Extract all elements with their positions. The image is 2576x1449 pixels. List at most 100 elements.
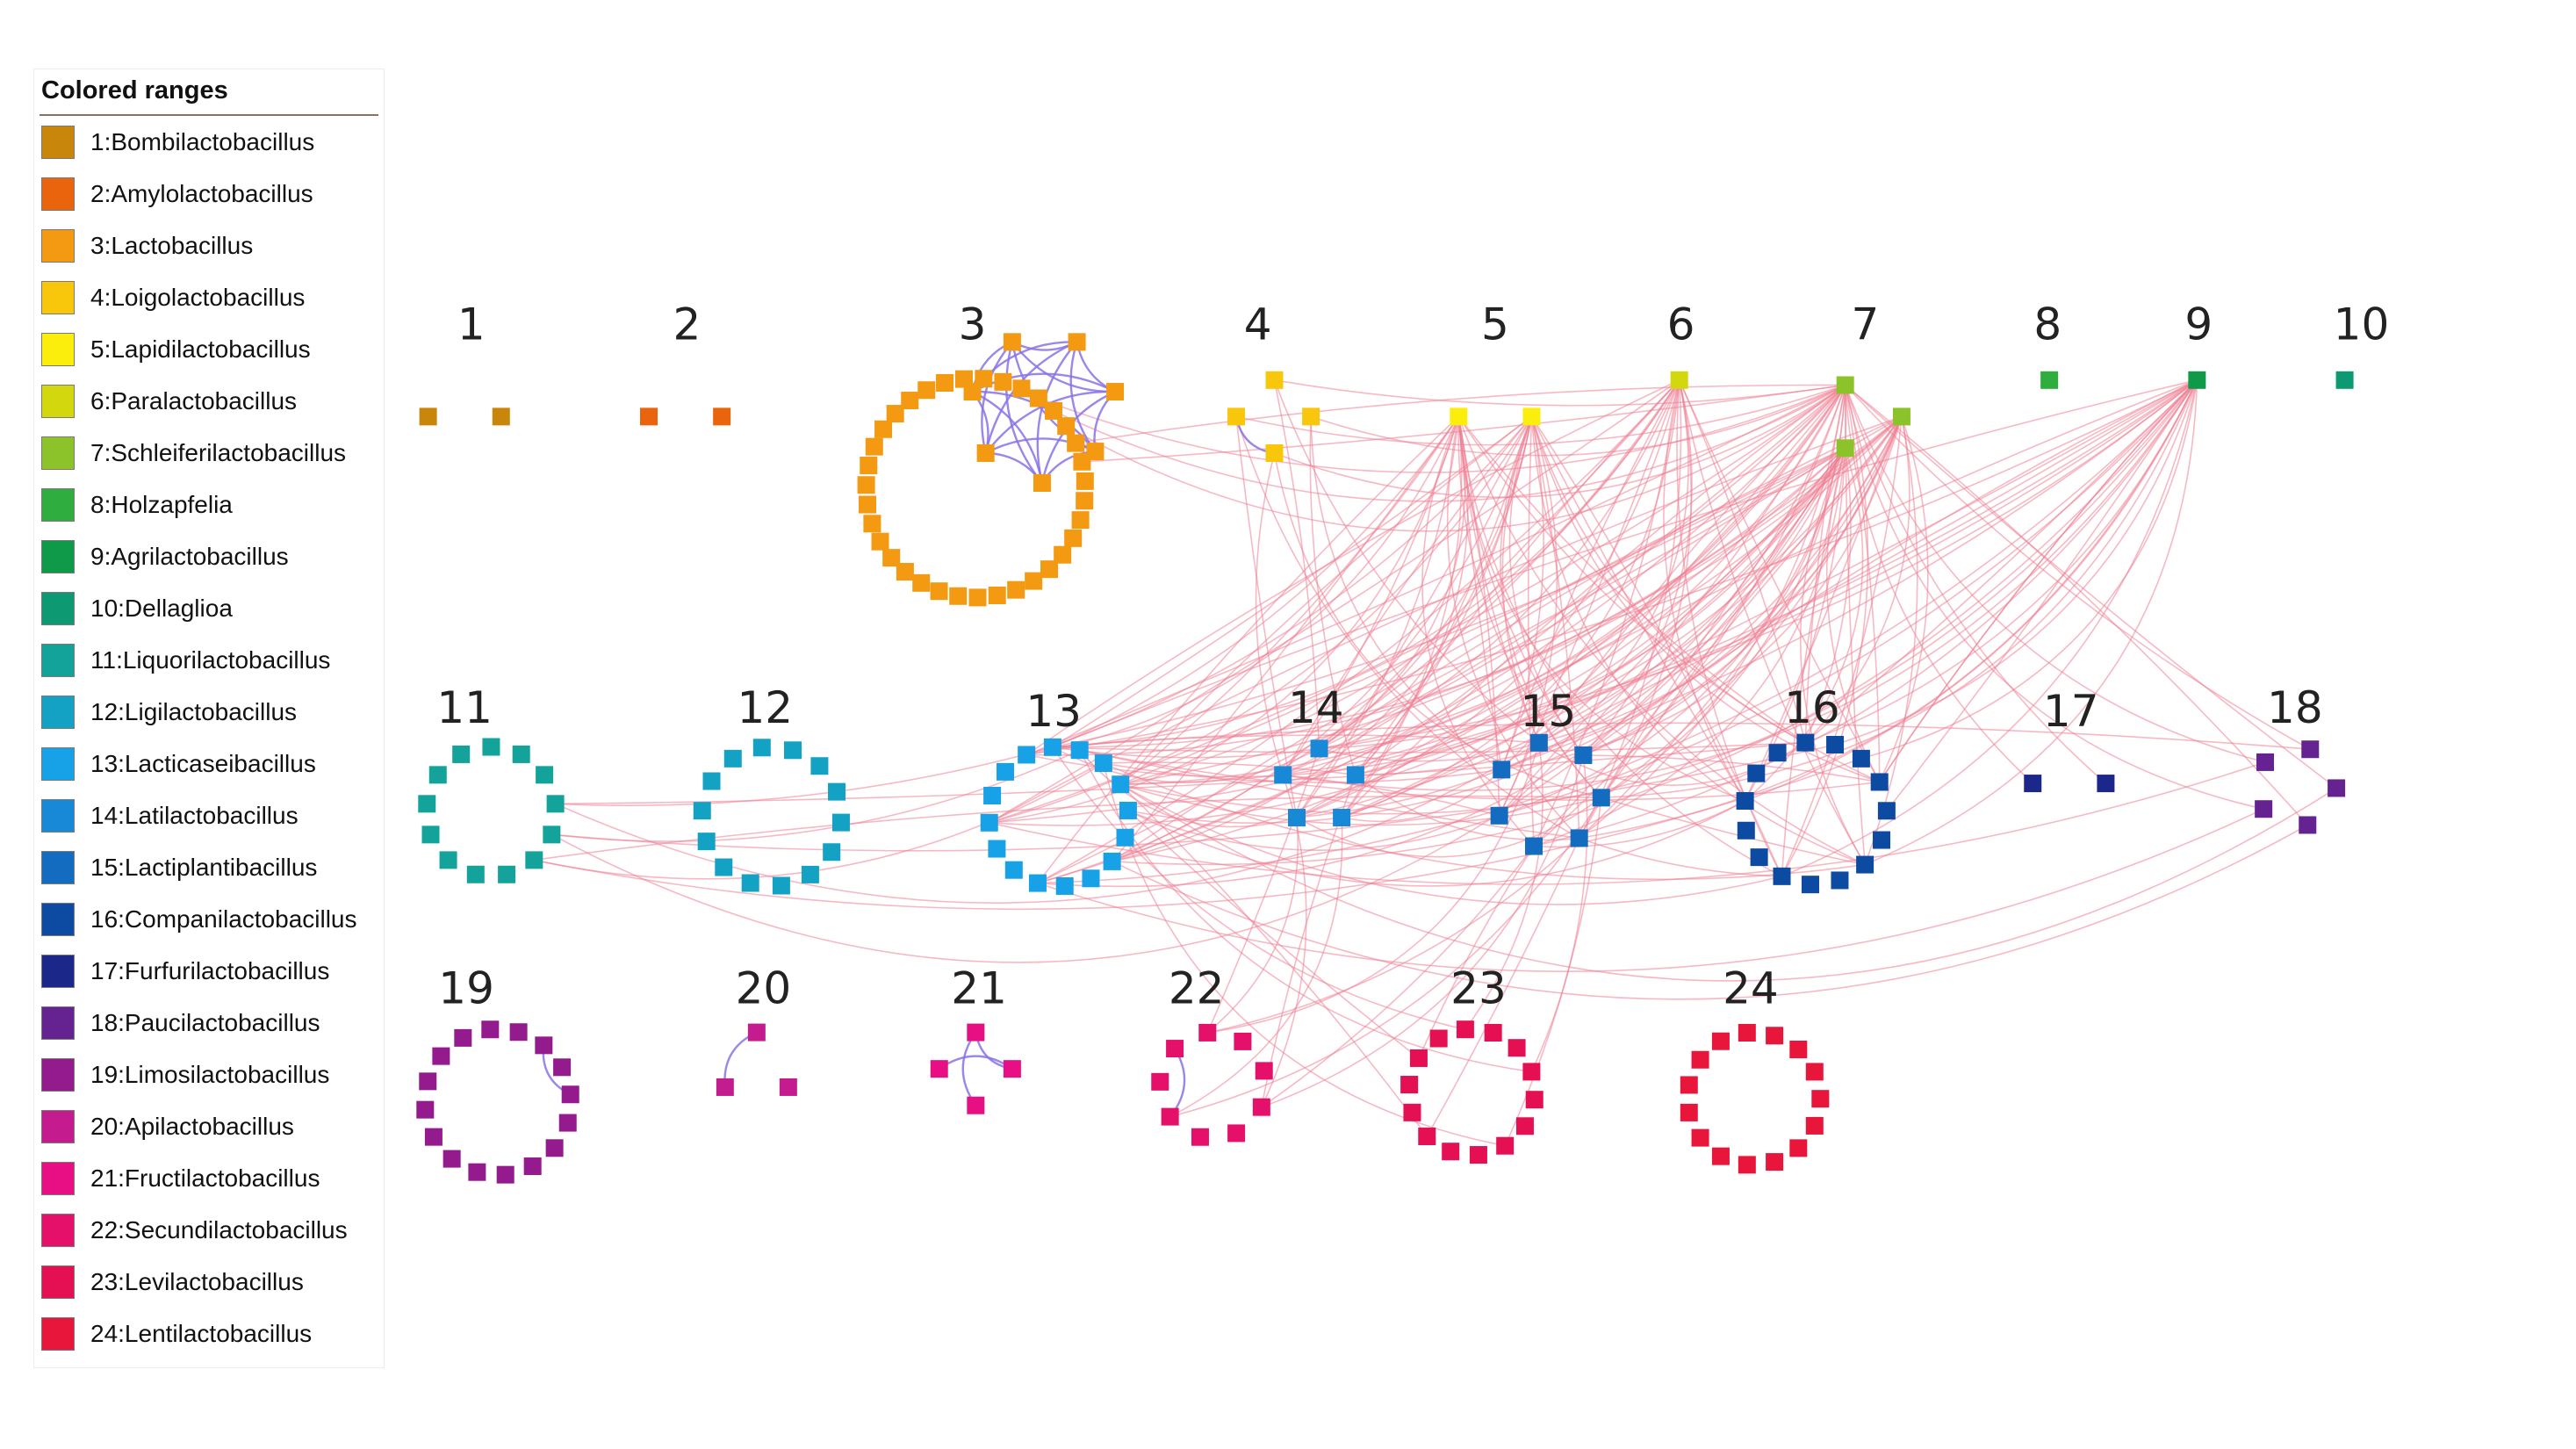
genome-node [1112,775,1130,794]
legend-swatch [41,1162,75,1195]
genome-node [1892,407,1910,426]
genome-node [1086,443,1105,461]
similarity-edge [1498,416,1558,817]
legend-label: 2:Amylolactobacillus [90,180,313,207]
legend-swatch [41,385,75,418]
similarity-edge [1296,415,1903,818]
similarity-edge [1582,379,1693,756]
genome-node [1670,371,1688,389]
legend-item: 14:Latilactobacillus [41,799,384,836]
genome-node [874,420,893,438]
legend-item: 6:Paralactobacillus [41,385,384,422]
similarity-edge [1274,379,1846,407]
similarity-edge [1310,416,1502,771]
genome-node [536,766,554,784]
similarity-edge [1878,416,1929,782]
genome-node [1522,1063,1541,1081]
genome-node [784,741,802,760]
group-label: 7 [1851,299,1879,350]
legend-item: 23:Levilactobacillus [41,1265,384,1302]
genome-node [1515,1117,1534,1135]
similarity-edge [971,390,1044,484]
genome-node [1852,749,1870,768]
legend-item: 17:Furfurilactobacillus [41,955,384,991]
legend-title: Colored ranges [41,76,228,105]
similarity-edge [1527,416,1535,847]
similarity-edge [1834,379,2198,746]
genome-node [963,383,982,401]
genome-node [1055,876,1074,895]
group-label: 12 [737,682,793,733]
genome-node [1040,560,1059,579]
similarity-edge [1207,742,1540,1034]
genome-node [871,532,889,551]
similarity-edge [1579,837,1782,877]
genome-node [466,865,485,883]
similarity-edge [1120,774,1284,785]
legend-item: 10:Dellaglioa [41,592,384,629]
similarity-edge [534,758,1862,911]
genome-node [752,739,771,757]
similarity-edge [989,379,2198,824]
legend-label: 13:Lacticaseibacillus [90,750,316,777]
similarity-edge [1127,800,1745,887]
genome-node [468,1163,486,1181]
similarity-edge [1578,379,1682,839]
genome-node [936,374,954,393]
genome-node [1738,1023,1756,1042]
similarity-edge [1781,416,1903,877]
genome-node [1768,744,1787,762]
genome-node [2040,371,2059,389]
legend-swatch [41,1265,75,1299]
genome-node [1018,746,1036,764]
genome-node [558,1114,577,1132]
legend-label: 9:Agrilactobacillus [90,543,289,570]
group-label: 20 [736,963,792,1014]
genome-node [1151,1072,1169,1091]
similarity-edge [1052,741,1806,753]
group-label: 13 [1025,686,1082,737]
group-label: 21 [951,963,1007,1014]
similarity-edge [1530,416,1806,744]
genome-node [1057,417,1076,436]
similarity-edge [1025,415,1533,756]
genome-node [697,833,716,851]
genome-node [1490,806,1508,825]
genome-node [1067,434,1085,452]
similarity-edge [1206,748,1320,1034]
genome-node [1429,1029,1448,1048]
similarity-edge [1845,384,2337,789]
genome-node [949,587,968,605]
genome-node [1747,764,1766,782]
similarity-edge [961,1031,977,1107]
genome-node [1789,1040,1808,1058]
group-label: 8 [2033,299,2062,350]
similarity-edge [1075,384,1846,444]
similarity-edge [1296,379,1680,818]
genome-node [439,851,457,869]
legend-swatch [41,1214,75,1247]
legend-swatch [41,696,75,729]
genome-node [1302,407,1320,426]
similarity-edge [1079,749,1579,840]
genome-node [1076,472,1094,490]
similarity-edge [1025,379,1680,756]
genome-node [1068,333,1086,351]
genome-node [1043,738,1061,756]
genome-node [1805,1116,1824,1135]
group-label: 24 [1723,963,1779,1014]
genome-node [1054,545,1072,564]
similarity-edge [1120,379,2198,815]
legend-label: 12:Ligilactobacillus [90,698,298,725]
genome-node [1574,746,1593,764]
genome-node [994,372,1012,391]
genome-node [546,795,565,813]
legend-swatch [41,281,75,314]
genome-node [1007,580,1025,599]
similarity-edge [1804,379,2198,744]
legend-label: 17:Furfurilactobacillus [90,957,330,984]
similarity-edge [1310,384,1846,457]
similarity-edge [1530,416,1880,783]
group-label: 1 [457,299,486,350]
legend-label: 19:Limosilactobacillus [90,1061,330,1088]
